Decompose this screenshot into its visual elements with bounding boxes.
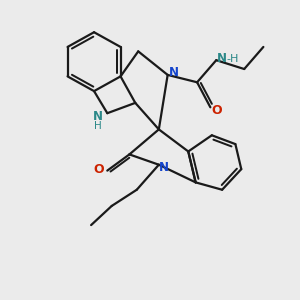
Text: O: O [212, 104, 222, 117]
Text: N: N [169, 66, 178, 79]
Text: O: O [94, 163, 104, 176]
Text: N: N [159, 160, 169, 174]
Text: N: N [217, 52, 226, 65]
Text: -H: -H [226, 54, 238, 64]
Text: N: N [93, 110, 103, 123]
Text: H: H [94, 121, 102, 130]
